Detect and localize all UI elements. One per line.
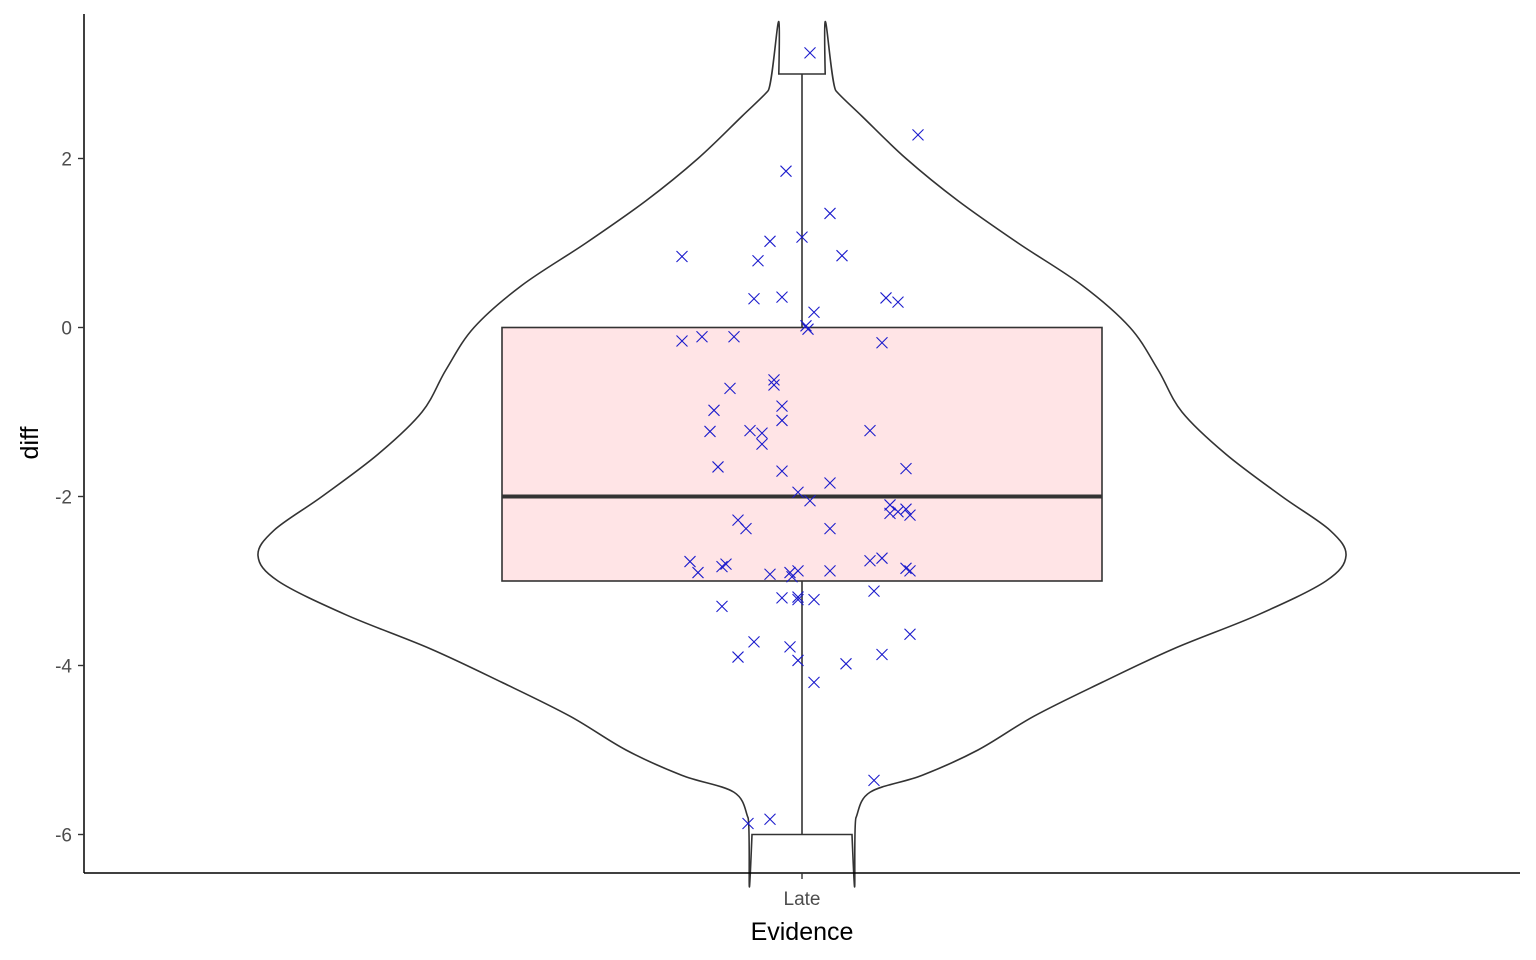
violin-layer [257,20,1347,888]
box-layer [501,74,1103,835]
data-point [840,657,852,670]
data-point [824,207,836,220]
data-point [904,628,916,641]
data-point [876,648,888,661]
data-point [748,635,760,648]
box-iqr [501,326,1103,582]
data-point [876,336,888,349]
data-point [742,817,754,830]
x-tick-label: Late [784,889,821,910]
data-point [904,564,916,577]
data-point [720,558,732,570]
data-point [716,600,728,613]
data-point [776,465,788,478]
data-point [802,323,814,336]
data-point [740,522,752,535]
data-point [728,330,740,343]
data-point [804,494,816,507]
data-point [724,382,736,395]
data-point [708,404,720,417]
data-point [876,552,888,565]
data-point [768,379,780,391]
data-point [864,554,876,567]
data-point [784,566,796,579]
data-point [776,400,788,412]
data-point [808,593,820,606]
data-point [752,254,764,267]
data-point [912,128,924,141]
jitter-points-layer [676,46,924,830]
data-point [892,296,904,309]
data-point [780,165,792,178]
data-point [776,592,788,604]
data-point [796,231,808,243]
data-point [792,486,804,499]
data-point [792,593,804,606]
y-tick-label: -2 [55,488,72,509]
data-point [884,507,896,520]
data-point [880,292,892,304]
data-point [884,499,896,511]
y-tick-label: 0 [61,319,72,340]
data-point [900,562,912,575]
data-point [764,235,776,248]
data-point [864,424,876,437]
data-point [684,555,696,568]
data-point [764,568,776,581]
data-point [792,564,804,577]
data-point [676,335,688,347]
data-point [776,291,788,303]
data-point [868,774,880,787]
data-point [792,654,804,667]
y-tick-label: 2 [61,150,72,171]
data-point [868,585,880,598]
y-tick-label: -6 [55,826,72,847]
data-point [756,427,768,440]
data-point [756,438,768,450]
data-point [800,319,812,332]
data-point [784,641,796,653]
y-axis-title: diff [16,427,44,460]
data-point [732,651,744,663]
data-point [696,330,708,343]
data-point [824,522,836,535]
data-point [792,591,804,603]
data-point [712,461,724,473]
data-point [824,477,836,489]
data-point [836,249,848,262]
data-point [744,424,756,437]
violin-outline [257,20,1347,888]
y-tick-label: -4 [55,657,72,678]
data-point [808,676,820,689]
data-point [748,292,760,305]
data-point [776,414,788,427]
x-ticks-layer: Late [784,873,821,910]
data-point [900,462,912,475]
data-point [764,813,776,826]
data-point [704,425,716,438]
y-ticks-layer: 2 0 -2 -4 -6 [55,150,84,847]
data-point [768,374,780,386]
data-point [808,306,820,319]
data-point [904,509,916,521]
data-point [900,503,912,516]
data-point [676,250,688,263]
data-point [692,566,704,579]
data-point [892,505,904,518]
data-point [824,564,836,577]
x-axis-title: Evidence [751,918,854,946]
data-point [716,560,728,573]
data-point [804,46,816,59]
